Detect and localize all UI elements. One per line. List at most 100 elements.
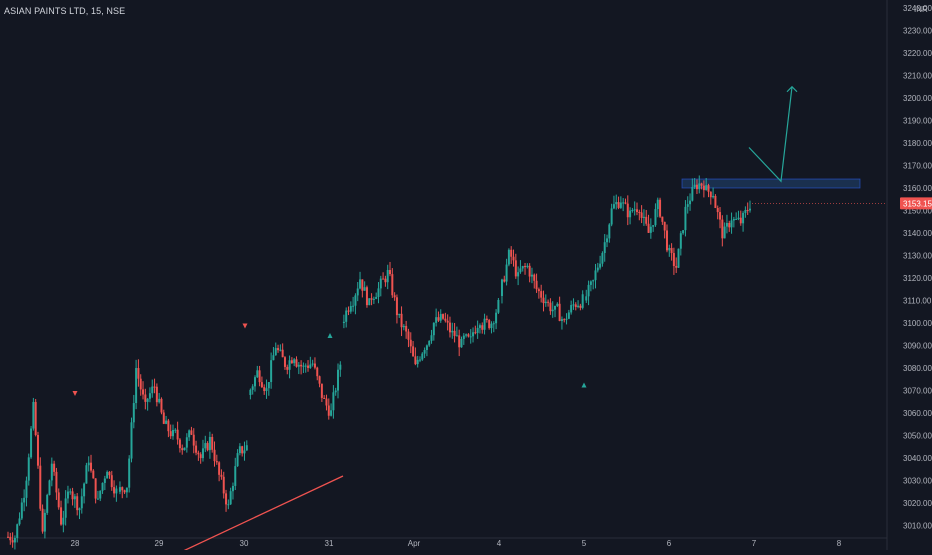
candle-body: [633, 209, 636, 211]
y-tick-label: 3160.00: [903, 184, 932, 193]
candle-body: [103, 478, 106, 483]
candle-body: [113, 487, 116, 494]
candle-body: [144, 394, 147, 402]
y-tick-label: 3230.00: [903, 27, 932, 36]
candle-body: [467, 334, 470, 337]
candle-body: [174, 429, 177, 431]
candle-body: [554, 305, 557, 310]
y-tick-label: 3020.00: [903, 499, 932, 508]
candle-body: [130, 422, 133, 459]
candle-body: [158, 398, 161, 403]
trendline: [179, 475, 344, 554]
candle-body: [474, 332, 477, 334]
candle-body: [544, 301, 547, 304]
candle-body: [488, 319, 491, 329]
candle-body: [229, 491, 232, 505]
candle-body: [265, 388, 268, 392]
candle-body: [524, 266, 527, 268]
y-tick-label: 3070.00: [903, 387, 932, 396]
candle-body: [245, 445, 248, 451]
candle-body: [300, 364, 303, 367]
candle-body: [325, 398, 328, 406]
candle-body: [686, 204, 689, 207]
candle-body: [384, 278, 387, 283]
candle-body: [418, 359, 421, 361]
candle-body: [199, 454, 202, 459]
candle-body: [656, 199, 659, 210]
candle-body: [288, 360, 291, 370]
candle-body: [243, 450, 246, 454]
candle-body: [211, 436, 214, 450]
y-tick-label: 3150.00: [903, 207, 932, 216]
candle-body: [407, 331, 410, 340]
candle-body: [225, 493, 228, 505]
candle-body: [679, 233, 682, 249]
candle-body: [521, 266, 524, 269]
candle-body: [260, 382, 263, 388]
candle-body: [533, 274, 536, 281]
candle-body: [87, 462, 90, 466]
candle-body: [183, 447, 186, 451]
candle-body: [428, 340, 431, 346]
candle-body: [332, 392, 335, 411]
candle-body: [735, 218, 738, 220]
candle-body: [253, 377, 256, 387]
candle-body: [11, 540, 14, 543]
candle-body: [610, 208, 613, 225]
candle-body: [682, 230, 685, 234]
candle-body: [160, 398, 163, 413]
candle-body: [270, 360, 273, 383]
candle-body: [698, 183, 701, 190]
candle-body: [41, 508, 44, 532]
y-tick-label: 3110.00: [903, 297, 932, 306]
candle-body: [76, 496, 79, 511]
candle-body: [631, 210, 634, 212]
candle-body: [90, 462, 93, 471]
candle-body: [615, 202, 618, 205]
candle-body: [737, 217, 740, 219]
candle-body: [148, 393, 151, 399]
candle-body: [307, 365, 310, 368]
candle-body: [379, 278, 382, 289]
candle-body: [594, 270, 597, 281]
candle-body: [412, 346, 415, 357]
candle-body: [739, 217, 742, 224]
candle-body: [393, 295, 396, 298]
candle-body: [20, 502, 23, 519]
candle-body: [542, 297, 545, 304]
candle-body: [640, 212, 643, 218]
candle-body: [162, 412, 165, 424]
candle-body: [579, 305, 582, 308]
candle-body: [137, 368, 140, 379]
candle-body: [215, 461, 218, 463]
candle-body: [94, 478, 97, 499]
candle-body: [73, 496, 76, 500]
candle-body: [606, 238, 609, 243]
up-signal-marker: [581, 382, 587, 388]
candle-body: [677, 248, 680, 268]
candle-body: [574, 304, 577, 308]
candle-body: [78, 508, 81, 511]
candle-body: [638, 212, 641, 214]
candle-body: [238, 446, 241, 454]
candle-body: [135, 368, 138, 404]
y-tick-label: 3040.00: [903, 454, 932, 463]
candle-body: [16, 524, 19, 538]
candle-body: [295, 359, 298, 367]
candle-body: [227, 504, 230, 506]
y-tick-label: 3200.00: [903, 94, 932, 103]
candle-body: [652, 225, 655, 227]
candle-body: [83, 483, 86, 497]
candle-body: [185, 437, 188, 448]
candle-body: [118, 487, 121, 492]
candle-body: [505, 264, 508, 282]
y-tick-label: 3120.00: [903, 274, 932, 283]
candle-body: [460, 338, 463, 348]
candle-body: [476, 327, 479, 333]
x-tick-label: 30: [240, 539, 249, 548]
candle-body: [320, 383, 323, 398]
candle-body: [442, 314, 445, 319]
candle-body: [444, 318, 447, 321]
